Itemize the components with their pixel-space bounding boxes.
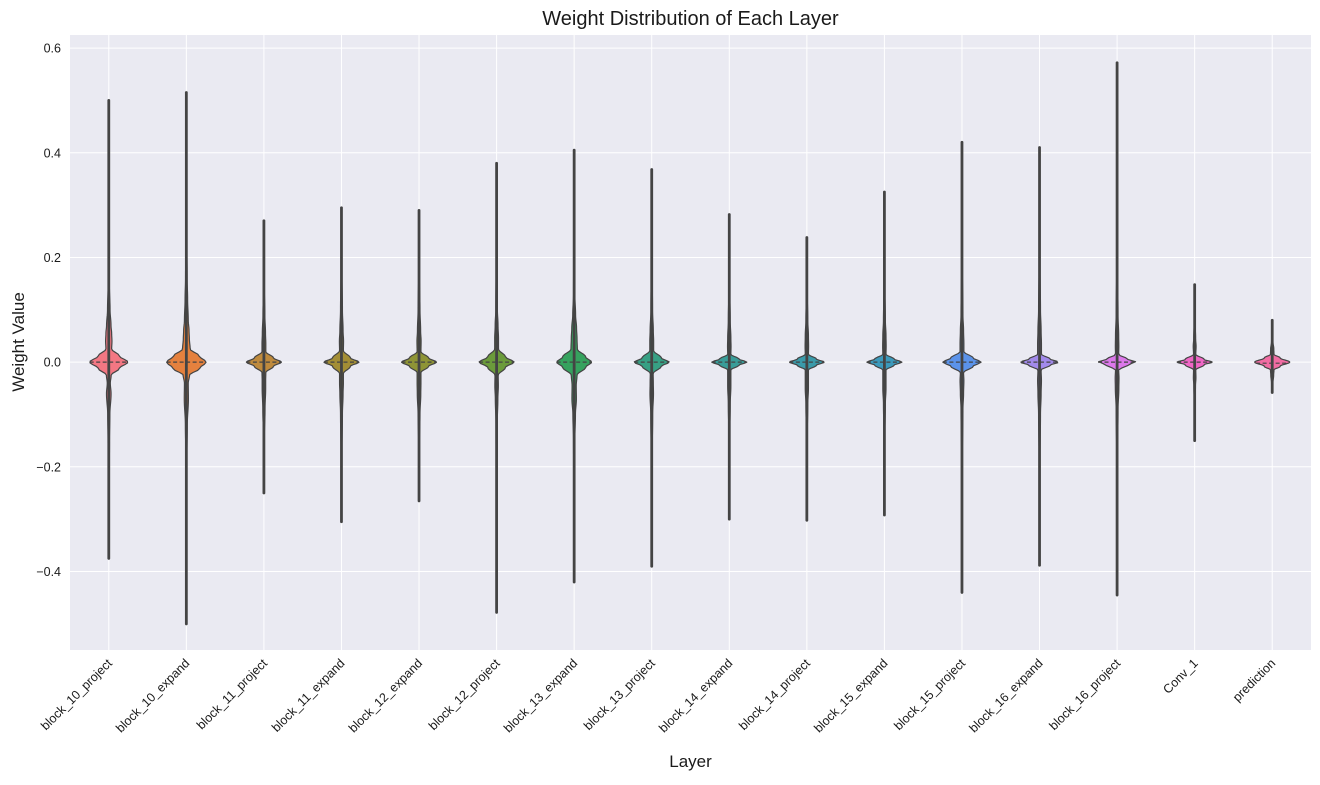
x-tick-label: block_16_expand: [966, 656, 1045, 735]
x-tick-label: block_12_expand: [346, 656, 425, 735]
violin-block_15_expand: [866, 190, 903, 517]
y-tick-label: 0.4: [44, 146, 61, 160]
chart-title: Weight Distribution of Each Layer: [542, 8, 839, 30]
x-tick-label: Conv_1: [1160, 656, 1200, 696]
violin-block_10_expand: [166, 91, 207, 626]
x-tick-label: block_13_project: [581, 656, 658, 733]
violin-block_12_expand: [400, 208, 438, 503]
y-tick-label: 0.6: [44, 42, 61, 56]
violin-block_11_project: [245, 219, 282, 495]
violin-block_16_expand: [1020, 146, 1059, 567]
violin-block_11_expand: [323, 206, 360, 524]
x-tick-label: block_11_expand: [269, 656, 348, 735]
x-tick-label: block_10_expand: [113, 656, 192, 735]
violin-prediction: [1254, 318, 1291, 394]
violin-block_13_expand: [556, 148, 593, 584]
violin-Conv_1: [1176, 283, 1213, 443]
y-tick-labels: −0.4 −0.2 0.0 0.2 0.4 0.6: [36, 42, 61, 579]
x-tick-label: block_15_expand: [811, 656, 890, 735]
violin-block_13_project: [633, 168, 670, 568]
x-tick-label: block_13_expand: [501, 656, 580, 735]
x-axis-label: Layer: [669, 752, 712, 771]
violin-block_10_project: [89, 99, 129, 560]
violin-block_15_project: [942, 140, 982, 594]
x-tick-label: block_15_project: [891, 656, 968, 733]
plot-area: [70, 35, 1311, 650]
violin-layer: [89, 61, 1291, 626]
y-tick-label: 0.0: [44, 356, 61, 370]
x-tick-label: block_14_project: [736, 656, 813, 733]
y-axis-label: Weight Value: [9, 292, 28, 392]
y-tick-label: 0.2: [44, 251, 61, 265]
x-tick-label: block_10_project: [38, 656, 115, 733]
y-tick-label: −0.2: [36, 460, 61, 474]
violin-block_16_project: [1098, 61, 1137, 597]
violin-block_14_project: [789, 236, 825, 522]
x-tick-label: prediction: [1230, 656, 1278, 704]
y-tick-label: −0.4: [36, 565, 61, 579]
x-tick-label: block_14_expand: [656, 656, 735, 735]
violin-block_12_project: [478, 161, 515, 614]
x-tick-label: block_11_project: [194, 656, 270, 732]
violin-block_14_expand: [711, 213, 748, 521]
x-tick-label: block_16_project: [1046, 656, 1123, 733]
x-tick-label: block_12_project: [426, 656, 503, 733]
